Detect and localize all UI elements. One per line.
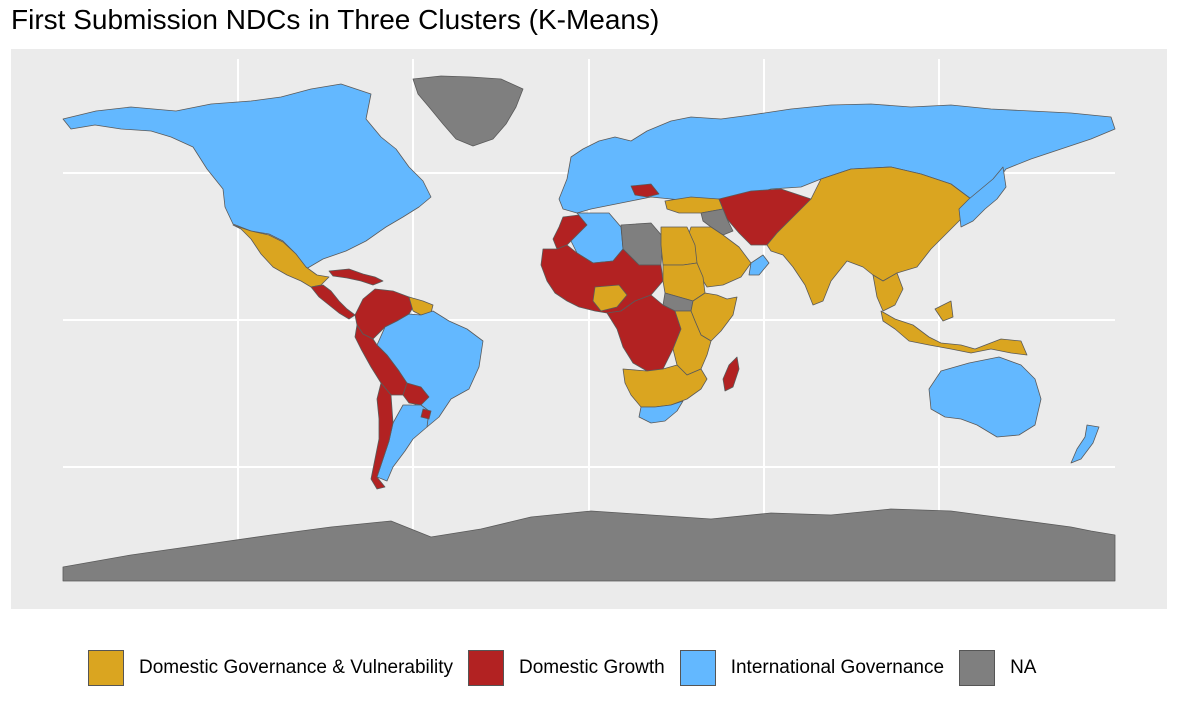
legend-label-domestic-governance: Domestic Governance & Vulnerability	[139, 657, 453, 678]
legend-key-na	[959, 650, 996, 686]
region-chile	[370, 382, 394, 490]
region-oman	[748, 254, 770, 276]
region-japan-korea	[958, 166, 1007, 228]
region-madagascar	[722, 356, 740, 392]
region-southern-africa	[622, 364, 708, 408]
region-uruguay	[420, 408, 432, 420]
map-panel	[11, 49, 1167, 609]
region-central-america	[310, 284, 356, 320]
legend-label-international-governance: International Governance	[730, 657, 945, 678]
region-greenland	[412, 75, 524, 147]
region-australia	[928, 356, 1042, 438]
legend-label-na: NA	[1010, 657, 1037, 678]
world-map	[62, 59, 1116, 582]
region-asia	[766, 166, 972, 306]
legend-key-domestic-growth	[468, 650, 504, 686]
legend-label-domestic-growth: Domestic Growth	[519, 657, 665, 678]
legend-key-domestic-governance	[88, 650, 124, 686]
region-north-america	[62, 83, 432, 270]
region-east-africa	[672, 310, 712, 376]
region-southeast-asia	[872, 272, 1028, 356]
map-title: First Submission NDCs in Three Clusters …	[11, 4, 660, 35]
legend: Domestic Governance & Vulnerability Dome…	[88, 648, 1051, 688]
region-syria-iraq	[700, 208, 734, 236]
legend-key-international-governance	[679, 650, 716, 686]
region-antarctica	[62, 508, 1116, 582]
region-south-africa	[638, 400, 684, 424]
region-balkans	[630, 183, 660, 198]
region-new-zealand	[1070, 424, 1100, 464]
region-nigeria	[592, 284, 628, 312]
region-caribbean	[328, 268, 384, 286]
